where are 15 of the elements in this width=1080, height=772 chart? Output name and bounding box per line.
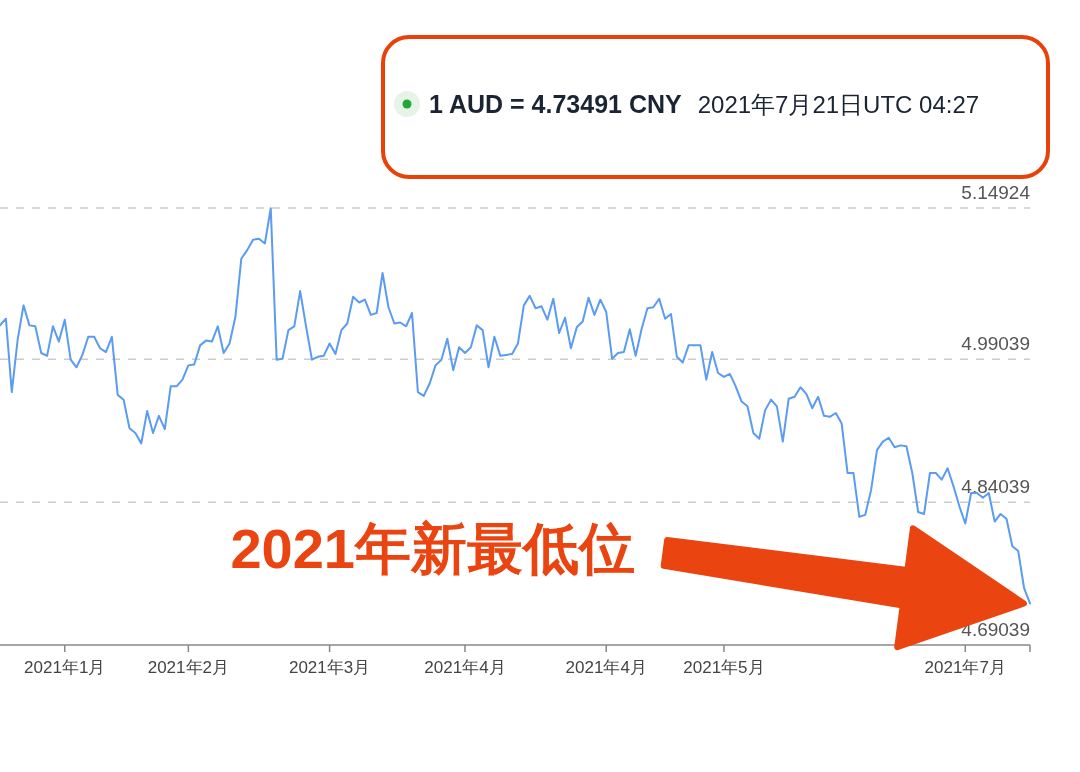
chart-title: 1 AUD = 4.73491 CNY <box>429 90 682 118</box>
x-tick-label: 2021年3月 <box>288 658 371 677</box>
annotation: 2021年新最低位 <box>230 517 635 580</box>
x-tick-label: 2021年4月 <box>565 658 647 677</box>
y-tick-label: 4.84039 <box>961 476 1030 498</box>
header: 1 AUD = 4.73491 CNY 2021年7月21日UTC 04:27 <box>381 35 1050 179</box>
x-tick-label: 2021年5月 <box>683 658 765 677</box>
x-tick-label: 2021年7月 <box>924 658 1006 677</box>
y-tick-label: 5.14924 <box>961 182 1031 203</box>
y-tick-label: 4.99039 <box>961 333 1030 355</box>
x-tick-label: 2021年2月 <box>147 658 229 677</box>
x-tick-label: 2021年4月 <box>424 658 506 677</box>
x-tick-label: 2021年1月 <box>24 658 106 677</box>
y-tick-label: 4.69039 <box>961 619 1030 640</box>
chart-subtitle: 2021年7月21日UTC 04:27 <box>697 91 980 118</box>
